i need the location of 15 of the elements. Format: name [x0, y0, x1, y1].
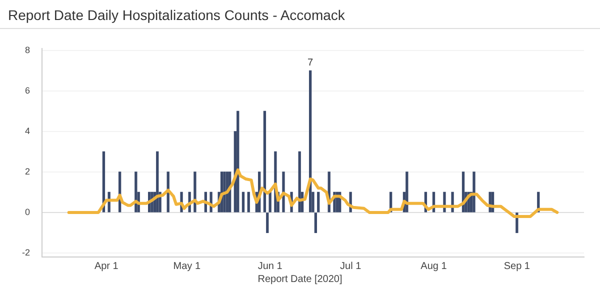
x-tick-label: May 1	[173, 260, 201, 272]
y-tick-label: 4	[24, 126, 30, 136]
x-tick-label: Sep 1	[504, 260, 530, 272]
x-axis-title: Report Date [2020]	[256, 274, 344, 285]
chart-title: Report Date Daily Hospitalizations Counts - Accomack	[0, 0, 600, 29]
x-tick-label: Jun 1	[258, 260, 283, 272]
x-tick-label: Aug 1	[420, 260, 448, 272]
annotation: 7	[308, 57, 314, 68]
y-tick-label: 0	[24, 206, 30, 217]
y-tick-label: 8	[24, 44, 30, 55]
y-tick-label: 2	[24, 166, 30, 176]
x-tick-label: Apr 1	[94, 260, 119, 272]
y-tick-label: 6	[24, 85, 30, 96]
y-tick-label: -2	[22, 247, 30, 258]
x-tick-label: Jul 1	[340, 260, 362, 272]
